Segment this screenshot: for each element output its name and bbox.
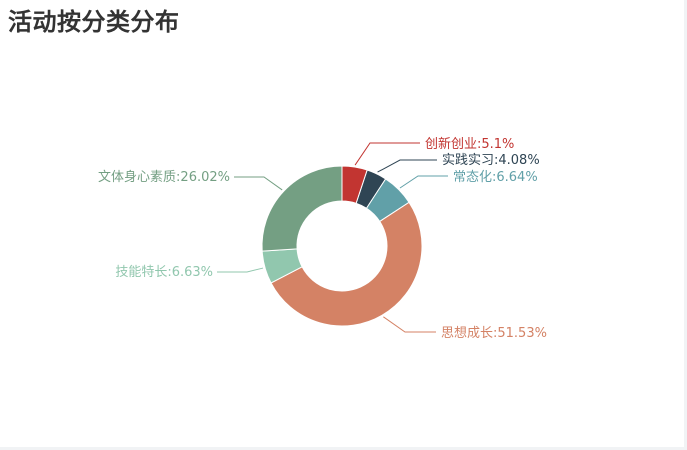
label-leader-line	[377, 159, 437, 173]
slice-label: 创新创业:5.1%	[425, 136, 514, 152]
slice-label: 常态化:6.64%	[453, 170, 538, 185]
label-leader-line	[234, 176, 283, 191]
bottom-edge-divider	[0, 447, 687, 450]
label-leader-line	[217, 267, 264, 273]
slice-label: 实践实习:4.08%	[442, 153, 540, 168]
slice-label: 思想成长:51.53%	[441, 325, 547, 341]
donut-slice[interactable]	[261, 165, 343, 252]
slice-label: 文体身心素质:26.02%	[98, 169, 230, 185]
right-edge-divider	[684, 0, 687, 450]
donut-slice[interactable]	[270, 201, 423, 327]
chart-title: 活动按分类分布	[8, 8, 180, 36]
label-leader-line	[383, 316, 436, 333]
label-leader-line	[354, 142, 420, 166]
slice-label: 技能特长:6.63%	[115, 265, 213, 280]
label-leader-line	[399, 175, 448, 189]
